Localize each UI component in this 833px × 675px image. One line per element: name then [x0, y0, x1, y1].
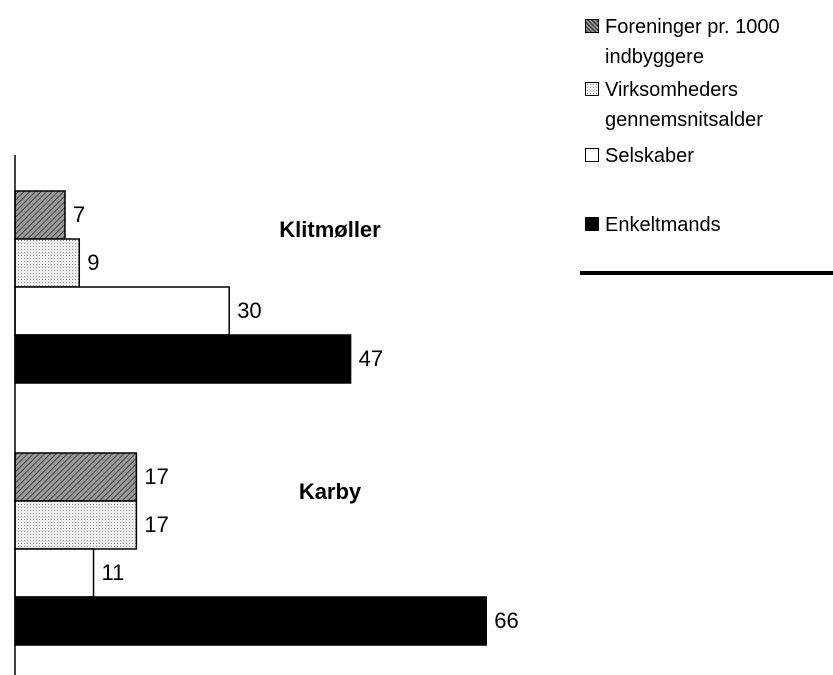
data-label: 66: [494, 608, 518, 633]
legend-swatch: [585, 82, 599, 96]
data-label: 11: [102, 560, 125, 585]
data-label: 30: [237, 298, 261, 323]
data-label: 9: [87, 250, 99, 275]
legend-item: Selskaber: [585, 141, 833, 171]
bar: [14, 548, 95, 598]
bar: [14, 334, 352, 384]
legend-item: Enkeltmands: [585, 210, 833, 240]
bar: [14, 452, 138, 502]
legend-item: Foreninger pr. 1000 indbyggere: [585, 12, 833, 72]
bar: [14, 238, 81, 288]
legend-swatch: [585, 19, 599, 33]
bar: [14, 596, 487, 646]
legend-label: Selskaber: [605, 145, 694, 167]
legend-rule: [580, 271, 833, 275]
legend-label: Virksomheders gennemsnitsalder: [605, 79, 763, 131]
bar: [14, 190, 66, 240]
data-label: 7: [73, 202, 85, 227]
legend-label: Foreninger pr. 1000 indbyggere: [605, 16, 780, 68]
legend-label: Enkeltmands: [605, 214, 721, 236]
data-label: 17: [144, 512, 168, 537]
bar: [14, 286, 230, 336]
data-label: 47: [359, 346, 383, 371]
category-label: Karby: [299, 479, 362, 504]
legend-item: Virksomheders gennemsnitsalder: [585, 75, 833, 135]
legend-swatch: [585, 148, 599, 162]
data-label: 17: [144, 464, 168, 489]
category-label: Klitmøller: [279, 217, 381, 242]
bar: [14, 500, 138, 550]
legend-swatch: [585, 217, 599, 231]
